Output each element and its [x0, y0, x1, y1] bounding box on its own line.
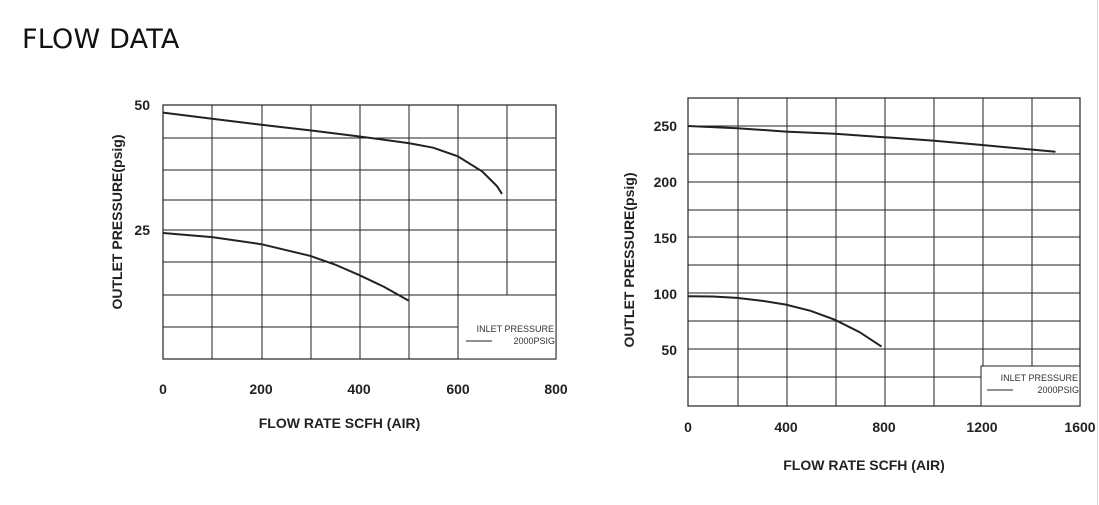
- chart1-y-axis-label: OUTLET PRESSURE(psig): [109, 134, 125, 309]
- chart2-ytick-label: 250: [654, 118, 678, 134]
- chart2-x-axis-label: FLOW RATE SCFH (AIR): [783, 457, 945, 473]
- chart1-xtick-label: 400: [347, 381, 371, 397]
- chart2-legend-title: INLET PRESSURE: [1001, 373, 1078, 383]
- chart2-xtick-label: 400: [774, 419, 798, 435]
- chart2-legend-entry: 2000PSIG: [1037, 385, 1079, 395]
- chart1-xtick-label: 200: [249, 381, 273, 397]
- chart2-legend-box: [980, 365, 1081, 407]
- chart2-ytick-label: 150: [654, 230, 678, 246]
- chart2-xtick-label: 800: [872, 419, 896, 435]
- chart2-series-1-line: [687, 125, 1056, 153]
- chart1-series-2-line: [162, 232, 410, 302]
- chart1-xtick-label: 0: [159, 381, 167, 397]
- chart1-xtick-label: 800: [544, 381, 568, 397]
- chart1-ytick-label: 50: [134, 97, 150, 113]
- chart1-series-1-line: [162, 111, 503, 195]
- chart2-xtick-label: 1200: [966, 419, 997, 435]
- chart1-legend-entry: 2000PSIG: [513, 336, 555, 346]
- chart2-series-2-line: [687, 295, 883, 348]
- chart2-xtick-label: 0: [684, 419, 692, 435]
- chart1-legend-box: [457, 294, 557, 360]
- chart1-legend-title: INLET PRESSURE: [477, 324, 554, 334]
- right-edge-divider: [1097, 0, 1098, 505]
- chart2-ytick-label: 100: [654, 286, 678, 302]
- page-title: FLOW DATA: [22, 24, 180, 55]
- chart2-xtick-label: 1600: [1064, 419, 1095, 435]
- chart2-ytick-label: 200: [654, 174, 678, 190]
- chart1-xtick-label: 600: [446, 381, 470, 397]
- chart1-x-axis-label: FLOW RATE SCFH (AIR): [259, 415, 421, 431]
- chart1-ytick-label: 25: [134, 222, 150, 238]
- chart2-y-axis-label: OUTLET PRESSURE(psig): [621, 172, 637, 347]
- chart2-ytick-label: 50: [661, 342, 677, 358]
- chart2-frame: [687, 97, 1081, 407]
